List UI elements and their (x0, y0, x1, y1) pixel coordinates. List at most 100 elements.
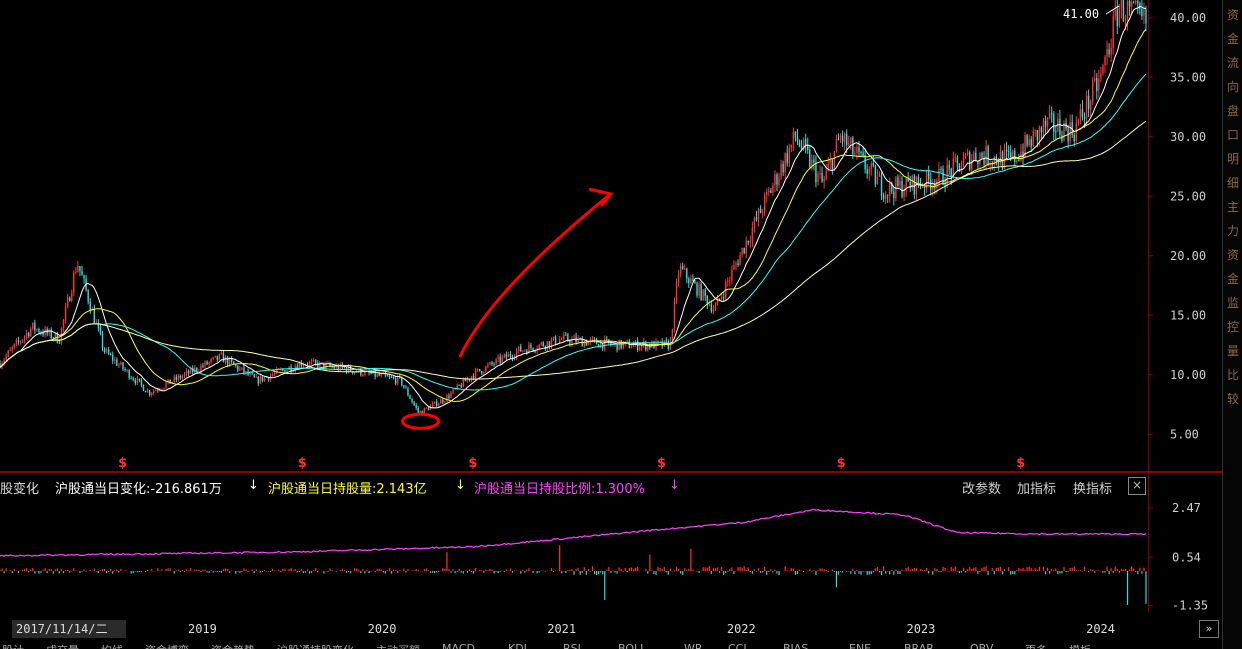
indicator-tab[interactable]: MACD (442, 642, 475, 649)
candle-body (950, 168, 952, 178)
candle-body (34, 322, 36, 331)
indicator-tab[interactable]: RSI (563, 642, 581, 649)
candle-body (267, 377, 270, 380)
indicator-tab[interactable]: OBV (970, 642, 994, 649)
candle-body (837, 139, 840, 141)
candle-body (226, 357, 229, 365)
candle-body (230, 358, 233, 362)
candle-body (15, 340, 18, 344)
holding-change-bars (0, 545, 1147, 605)
candle-body (843, 133, 846, 143)
candle-body (923, 185, 926, 189)
candle-body (942, 168, 944, 185)
indicator-tab[interactable]: 模板 (1069, 642, 1091, 649)
candle-body (1104, 56, 1106, 66)
candle-body (118, 364, 120, 366)
candle-body (891, 183, 893, 192)
candle-body (901, 180, 903, 197)
candle-body (618, 340, 620, 351)
candle-body (960, 166, 963, 172)
indicator-tab[interactable]: 股计 (2, 642, 24, 649)
candle-body (915, 176, 918, 195)
candle-body (36, 329, 38, 331)
indicator-tab[interactable]: WR (684, 642, 703, 649)
candle-body (110, 353, 112, 355)
edit-params-button[interactable]: 改参数 (962, 482, 1002, 497)
candle-body (140, 380, 143, 385)
candle-body (919, 184, 922, 188)
candle-body (940, 168, 942, 170)
candle-body (208, 362, 210, 365)
candle-body (507, 353, 510, 358)
candle-body (187, 370, 190, 374)
candle-body (981, 153, 983, 158)
scroll-right-button[interactable]: » (1199, 620, 1219, 638)
candle-body (282, 369, 284, 371)
candle-body (50, 329, 52, 339)
candle-body (390, 376, 393, 378)
candle-body (776, 174, 778, 185)
candle-body (907, 177, 909, 182)
candle-body (476, 369, 479, 371)
candle-body (181, 376, 184, 379)
indicator-tab[interactable]: CCI (728, 642, 747, 649)
candle-body (335, 365, 337, 369)
candle-body (589, 339, 592, 342)
indicator-tab[interactable]: BOLL (618, 642, 647, 649)
candle-body (462, 378, 465, 388)
candle-body (501, 356, 503, 363)
side-panel-char: 金 (1227, 272, 1240, 286)
indicator-tab[interactable]: 均线 (101, 642, 123, 649)
candle-body (77, 266, 79, 272)
candle-body (1075, 123, 1077, 142)
candle-body (829, 159, 831, 164)
candle-body (782, 163, 784, 173)
candle-body (210, 358, 212, 363)
close-indicator-button[interactable]: × (1128, 477, 1146, 495)
candle-body (1100, 73, 1102, 79)
indicator-tab[interactable]: 成交量 (46, 642, 79, 649)
indicator-tab[interactable]: 更多 (1025, 642, 1047, 649)
indicator-tab[interactable]: BRAR (904, 642, 934, 649)
candle-body (958, 163, 961, 172)
candle-body (731, 269, 733, 280)
candle-body (845, 133, 848, 146)
candle-body (880, 175, 883, 196)
candle-body (1048, 113, 1051, 118)
year-label: 2020 (367, 622, 397, 636)
indicator-tab[interactable]: 资金博弈 (145, 642, 189, 649)
candle-body (114, 359, 116, 361)
candle-body (932, 184, 934, 190)
dividend-marker: $ (468, 456, 477, 471)
add-indicator-button[interactable]: 加指标 (1017, 482, 1057, 497)
candle-body (337, 365, 339, 370)
candle-body (530, 344, 532, 348)
candle-body (388, 376, 391, 378)
indicator-tab[interactable]: ENE (849, 642, 872, 649)
side-panel-char: 盘 (1227, 104, 1240, 118)
switch-indicator-button[interactable]: 换指标 (1073, 482, 1113, 497)
candle-body (706, 296, 708, 306)
candle-body (774, 174, 776, 186)
candle-body (778, 177, 780, 185)
indicator-tab[interactable]: 主动买额 (376, 642, 420, 649)
indicator-tab[interactable]: BIAS (783, 642, 809, 649)
candle-body (948, 165, 950, 169)
candle-body (444, 401, 446, 403)
candle-body (17, 340, 20, 342)
candle-body (813, 159, 815, 163)
indicator-tab[interactable]: 沪股通持股变化 (277, 642, 354, 649)
indicator-tab[interactable]: 资金趋势 (211, 642, 255, 649)
candle-body (571, 338, 573, 344)
indicator-tab[interactable]: KDJ (508, 642, 527, 649)
candle-body (729, 279, 731, 282)
candle-body (964, 154, 967, 158)
price-tick-label: 25.00 (1170, 189, 1206, 203)
candle-body (831, 159, 834, 171)
candle-body (886, 194, 889, 196)
candle-body (343, 367, 346, 369)
candle-body (759, 208, 762, 214)
candle-body (401, 377, 403, 386)
candle-body (1077, 119, 1080, 124)
